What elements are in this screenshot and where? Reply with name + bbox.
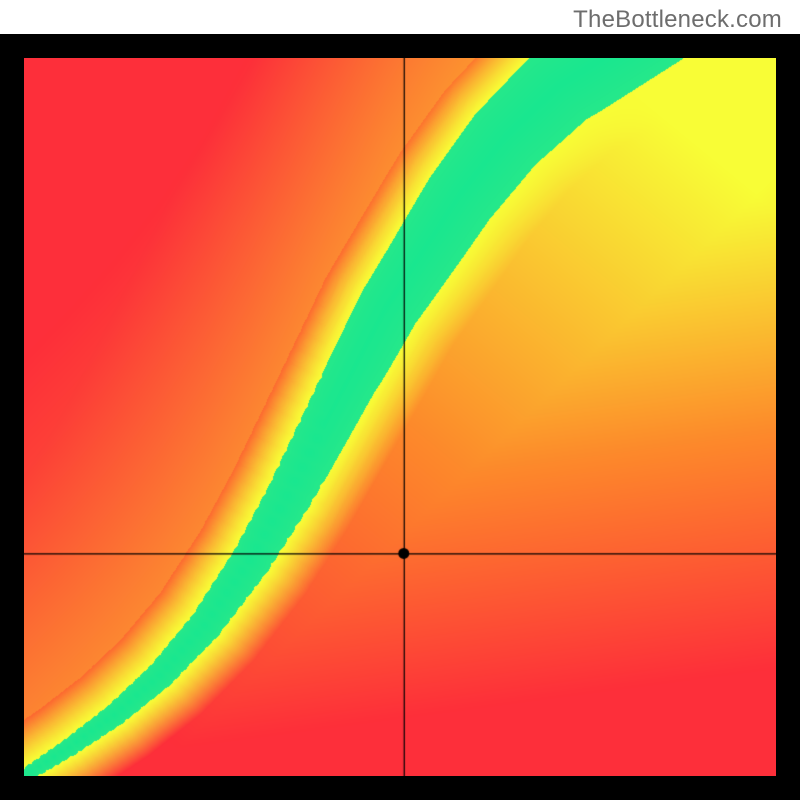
crosshair-overlay (24, 58, 776, 776)
watermark-text: TheBottleneck.com (573, 6, 782, 34)
root-container: TheBottleneck.com (0, 0, 800, 800)
